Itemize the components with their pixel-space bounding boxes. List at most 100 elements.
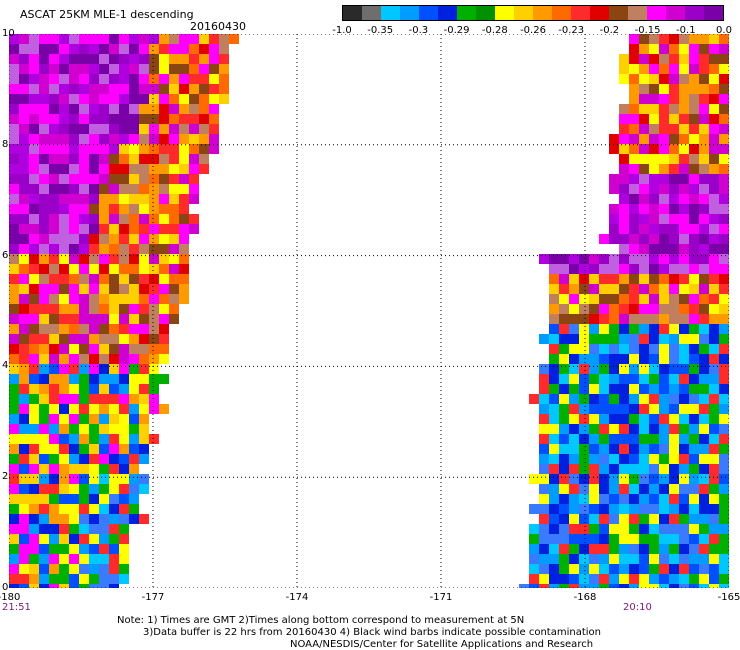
data-cell — [699, 484, 709, 494]
data-cell — [89, 304, 99, 314]
data-cell — [689, 214, 699, 224]
data-cell — [599, 484, 609, 494]
data-cell — [99, 164, 109, 174]
data-cell — [689, 324, 699, 334]
data-cell — [709, 254, 719, 264]
data-cell — [219, 64, 229, 74]
data-cell — [199, 114, 209, 124]
data-cell — [9, 484, 19, 494]
data-cell — [9, 234, 19, 244]
data-cell — [619, 254, 629, 264]
data-cell — [599, 534, 609, 544]
data-cell — [39, 74, 49, 84]
data-cell — [599, 564, 609, 574]
data-cell — [599, 454, 609, 464]
data-cell — [89, 154, 99, 164]
data-cell — [29, 234, 39, 244]
map-plot-area[interactable] — [9, 34, 729, 588]
data-cell — [669, 314, 679, 324]
data-cell — [139, 94, 149, 104]
data-cell — [689, 334, 699, 344]
data-cell — [609, 374, 619, 384]
data-cell — [69, 44, 79, 54]
data-cell — [679, 94, 689, 104]
data-cell — [549, 404, 559, 414]
data-cell — [709, 464, 719, 474]
data-cell — [599, 314, 609, 324]
data-cell — [699, 164, 709, 174]
data-cell — [559, 374, 569, 384]
data-cell — [649, 184, 659, 194]
data-cell — [119, 254, 129, 264]
data-cell — [189, 154, 199, 164]
data-cell — [639, 74, 649, 84]
data-cell — [679, 374, 689, 384]
data-cell — [689, 464, 699, 474]
data-cell — [569, 294, 579, 304]
data-cell — [169, 44, 179, 54]
data-cell — [119, 574, 129, 584]
data-cell — [629, 274, 639, 284]
data-cell — [559, 544, 569, 554]
data-cell — [689, 524, 699, 534]
data-cell — [49, 294, 59, 304]
data-cell — [119, 344, 129, 354]
data-cell — [569, 464, 579, 474]
data-cell — [129, 514, 139, 524]
data-cell — [699, 184, 709, 194]
data-cell — [89, 294, 99, 304]
data-cell — [119, 64, 129, 74]
data-cell — [689, 514, 699, 524]
data-cell — [639, 144, 649, 154]
data-cell — [19, 494, 29, 504]
data-cell — [159, 324, 169, 334]
x-tick-label: -174 — [285, 592, 309, 603]
data-cell — [569, 494, 579, 504]
data-cell — [219, 94, 229, 104]
data-cell — [569, 524, 579, 534]
data-cell — [79, 304, 89, 314]
data-cell — [679, 74, 689, 84]
data-cell — [109, 74, 119, 84]
data-cell — [129, 54, 139, 64]
data-cell — [59, 424, 69, 434]
data-cell — [29, 74, 39, 84]
data-cell — [659, 344, 669, 354]
data-cell — [699, 274, 709, 284]
data-cell — [49, 384, 59, 394]
data-cell — [79, 74, 89, 84]
colorbar — [342, 5, 724, 21]
data-cell — [679, 584, 689, 588]
data-cell — [89, 564, 99, 574]
data-cell — [9, 84, 19, 94]
data-cell — [179, 214, 189, 224]
data-cell — [539, 574, 549, 584]
colorbar-label: -0.28 — [481, 25, 508, 36]
data-cell — [29, 204, 39, 214]
data-cell — [159, 94, 169, 104]
data-cell — [29, 584, 39, 588]
data-cell — [709, 204, 719, 214]
data-cell — [619, 134, 629, 144]
data-cell — [9, 574, 19, 584]
data-cell — [599, 504, 609, 514]
data-cell — [579, 314, 589, 324]
data-cell — [69, 224, 79, 234]
data-cell — [129, 444, 139, 454]
data-cell — [29, 344, 39, 354]
data-cell — [689, 44, 699, 54]
data-cell — [709, 64, 719, 74]
data-cell — [89, 144, 99, 154]
data-cell — [39, 254, 49, 264]
data-cell — [189, 124, 199, 134]
data-cell — [139, 344, 149, 354]
data-cell — [119, 414, 129, 424]
data-cell — [609, 554, 619, 564]
data-cell — [69, 534, 79, 544]
data-cell — [119, 354, 129, 364]
data-cell — [69, 314, 79, 324]
data-cell — [29, 164, 39, 174]
data-cell — [619, 294, 629, 304]
data-cell — [669, 394, 679, 404]
data-cell — [659, 324, 669, 334]
